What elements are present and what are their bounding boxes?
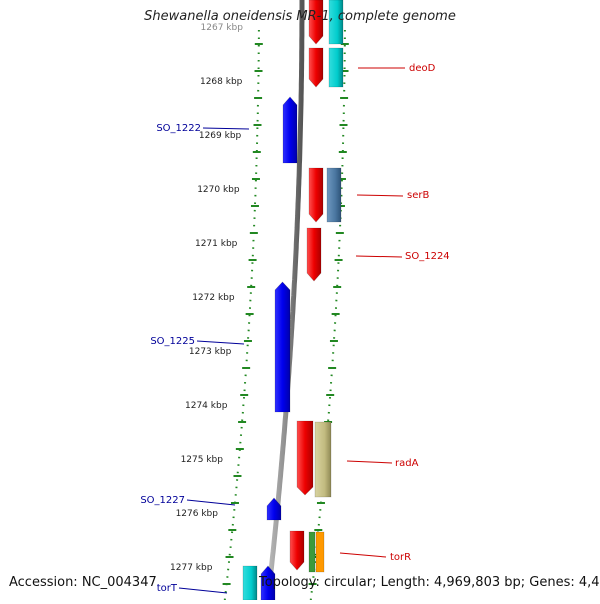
kbp-tick-label: 1268 kbp xyxy=(200,77,243,87)
gene-label-leader xyxy=(339,552,387,558)
guide-line-right xyxy=(309,30,346,601)
gene-label-leader xyxy=(355,255,403,258)
kbp-tick-label: 1276 kbp xyxy=(176,509,219,519)
feature-block-serB xyxy=(326,167,342,223)
feature-block-top xyxy=(328,0,344,45)
cds-arrow-SO_1222 xyxy=(282,96,298,164)
gene-label-radA[interactable]: radA xyxy=(395,458,419,469)
guide-line-left xyxy=(223,30,260,601)
gene-label-deoD[interactable]: deoD xyxy=(409,63,436,74)
genome-backbone xyxy=(265,0,305,601)
gene-label-SO_1224[interactable]: SO_1224 xyxy=(405,251,450,262)
cds-arrow-SO_1227 xyxy=(266,497,282,521)
kbp-tick-label: 1273 kbp xyxy=(189,347,232,357)
map-title: Shewanella oneidensis MR-1, complete gen… xyxy=(144,9,456,24)
gene-label-leader xyxy=(356,194,404,197)
kbp-tick-label: 1267 kbp xyxy=(201,23,244,33)
feature-block-torR-green xyxy=(308,531,316,573)
gene-label-leader xyxy=(196,340,245,345)
gene-label-SO_1222[interactable]: SO_1222 xyxy=(156,123,201,134)
kbp-tick-label: 1270 kbp xyxy=(197,185,240,195)
gene-label-leader xyxy=(202,127,250,130)
kbp-tick-label: 1271 kbp xyxy=(195,239,238,249)
kbp-tick-label: 1269 kbp xyxy=(199,131,242,141)
gene-label-torT[interactable]: torT xyxy=(157,583,178,594)
kbp-tick-label: 1274 kbp xyxy=(185,401,228,411)
gene-label-leader xyxy=(186,499,236,506)
cds-arrow-torR xyxy=(289,530,305,571)
gene-label-leader xyxy=(346,460,393,464)
gene-label-SO_1227[interactable]: SO_1227 xyxy=(140,495,185,506)
cds-arrow-radA xyxy=(296,420,314,496)
topology-text: Topology: circular; Length: 4,969,803 bp… xyxy=(259,575,600,590)
feature-block-torR-orange xyxy=(315,531,325,573)
feature-block-deoD xyxy=(328,47,344,88)
feature-block-radA xyxy=(314,421,332,498)
cds-arrow-top xyxy=(308,0,324,45)
accession-text: Accession: NC_004347 xyxy=(9,575,157,590)
cds-arrow-deoD xyxy=(308,47,324,88)
gene-label-torR[interactable]: torR xyxy=(390,552,411,563)
gene-label-SO_1225[interactable]: SO_1225 xyxy=(150,336,195,347)
kbp-tick-label: 1272 kbp xyxy=(192,293,235,303)
cds-arrow-serB xyxy=(308,167,324,223)
feature-block-torT xyxy=(242,565,258,601)
kbp-tick-label: 1275 kbp xyxy=(181,455,224,465)
cds-arrow-SO_1225 xyxy=(274,281,291,413)
cds-arrow-SO_1224 xyxy=(306,227,322,282)
kbp-tick-label: 1277 kbp xyxy=(170,563,213,573)
gene-label-serB[interactable]: serB xyxy=(407,190,429,201)
gene-label-leader xyxy=(178,587,228,594)
